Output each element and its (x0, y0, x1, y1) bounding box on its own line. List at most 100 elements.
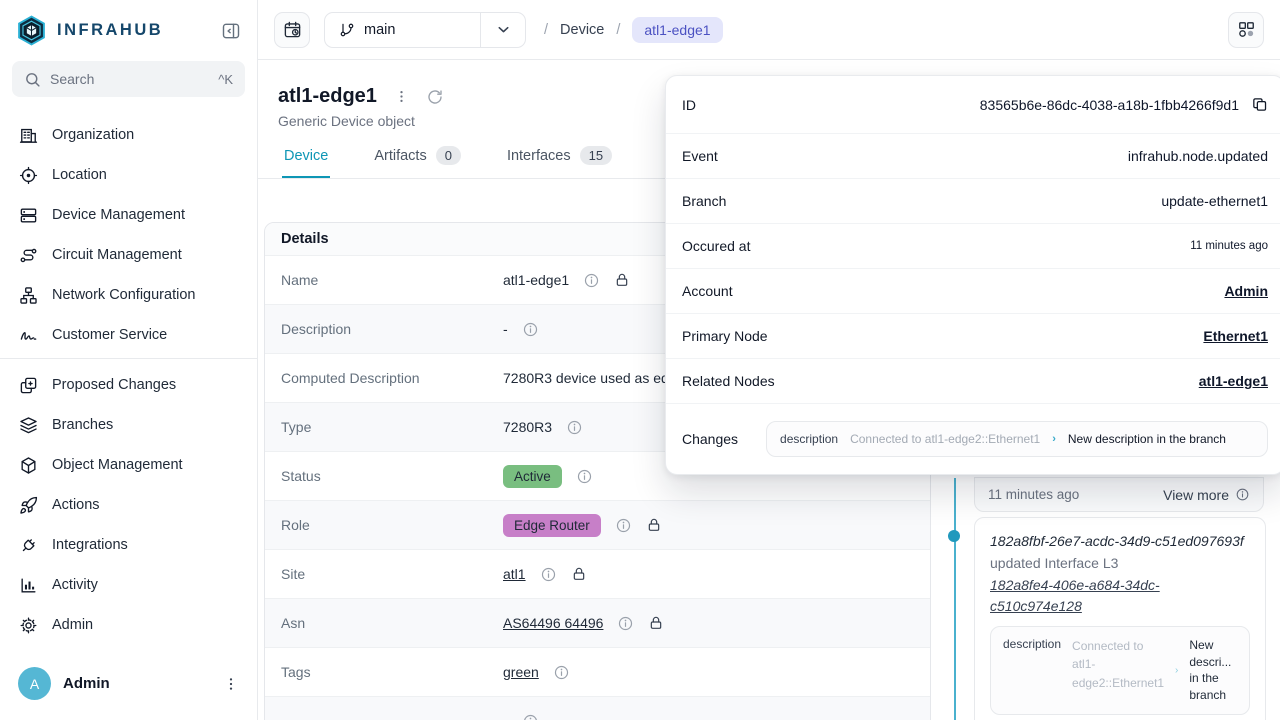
user-name: Admin (63, 675, 110, 692)
sidebar-divider (0, 358, 257, 359)
row-label: Description (281, 321, 352, 337)
row-value: 7280R3 device used as edge (503, 370, 685, 386)
chevron-right-icon: › (1175, 664, 1179, 676)
status-badge: Active (503, 464, 562, 488)
detail-row-role: Role Edge Router (265, 501, 930, 550)
sidebar-item-label: Network Configuration (52, 287, 196, 303)
sidebar-item-label: Device Management (52, 207, 185, 223)
widgets-icon (1237, 20, 1256, 39)
asn-link[interactable]: AS64496 64496 (503, 615, 604, 631)
popup-occured-value: 11 minutes ago (1190, 240, 1268, 252)
sidebar-item-label: Activity (52, 577, 98, 593)
sidebar-item-actions[interactable]: Actions (0, 485, 257, 525)
timeline-dot (948, 530, 960, 542)
sidebar-item-label: Customer Service (52, 327, 168, 343)
chevron-down-icon[interactable] (480, 12, 525, 47)
change-box: description Connected to atl1-edge2::Eth… (766, 421, 1268, 457)
sidebar-item-network-configuration[interactable]: Network Configuration (0, 275, 257, 315)
lock-icon (614, 272, 630, 288)
copy-diff-icon (19, 376, 38, 395)
user-kebab-icon[interactable] (223, 676, 239, 692)
network-icon (19, 286, 38, 305)
event-card-footer: 11 minutes ago View more (974, 477, 1264, 512)
rocket-icon (19, 496, 38, 515)
info-icon[interactable] (576, 468, 593, 485)
tab-label: Interfaces (506, 147, 571, 164)
detail-row-status: Status Active (265, 452, 930, 501)
activity-node-link[interactable]: 182a8fe4-406e-a684-34dc-c510c974e128 (990, 577, 1160, 614)
related-node-link[interactable]: atl1-edge1 (1198, 373, 1268, 389)
info-icon[interactable] (522, 713, 539, 720)
time-travel-button[interactable] (274, 11, 310, 48)
tab-interfaces[interactable]: Interfaces 15 (505, 146, 614, 178)
info-icon[interactable] (566, 419, 583, 436)
detail-row-asn: Asn AS64496 64496 (265, 599, 930, 648)
title-kebab-icon[interactable] (394, 89, 409, 104)
sidebar-item-label: Location (52, 167, 107, 183)
apps-button[interactable] (1228, 11, 1264, 48)
tab-device[interactable]: Device (282, 146, 331, 178)
row-label: Status (281, 468, 321, 484)
account-link[interactable]: Admin (1224, 283, 1268, 299)
popup-label: Event (682, 148, 718, 164)
info-icon[interactable] (617, 615, 634, 632)
route-icon (19, 246, 38, 265)
sidebar-item-activity[interactable]: Activity (0, 565, 257, 605)
tab-count-badge: 0 (435, 146, 461, 165)
git-branch-icon (339, 22, 355, 38)
change-field: description (780, 432, 839, 446)
primary-node-link[interactable]: Ethernet1 (1203, 328, 1268, 344)
bar-chart-icon (19, 576, 38, 595)
breadcrumb-current-item[interactable]: atl1-edge1 (632, 16, 723, 43)
info-icon[interactable] (615, 517, 632, 534)
info-icon[interactable] (522, 321, 539, 338)
sidebar-item-integrations[interactable]: Integrations (0, 525, 257, 565)
lock-icon (646, 517, 662, 533)
sidebar-item-branches[interactable]: Branches (0, 405, 257, 445)
user-menu[interactable]: A Admin (0, 653, 257, 720)
sidebar-item-proposed-changes[interactable]: Proposed Changes (0, 365, 257, 405)
popup-label: ID (682, 96, 696, 113)
popup-row-account: Account Admin (666, 269, 1280, 314)
sidebar-item-object-management[interactable]: Object Management (0, 445, 257, 485)
activity-node-id: 182a8fbf-26e7-acdc-34d9-c51ed097693f (990, 533, 1244, 549)
row-value: atl1-edge1 (503, 272, 570, 288)
breadcrumb-device[interactable]: Device (560, 21, 605, 38)
copy-icon[interactable] (1251, 96, 1268, 113)
search-placeholder: Search (50, 71, 95, 87)
search-input[interactable]: Search ^K (12, 61, 245, 97)
tag-link[interactable]: green (503, 664, 539, 680)
sidebar-item-label: Admin (52, 617, 94, 633)
breadcrumb-separator: / (616, 21, 621, 38)
search-icon (24, 71, 41, 88)
sidebar-collapse-icon[interactable] (221, 21, 241, 41)
locate-icon (19, 166, 38, 185)
branch-selector-value: main (325, 13, 480, 47)
refresh-icon[interactable] (426, 88, 444, 106)
sidebar-item-label: Organization (52, 127, 135, 143)
sidebar-item-circuit-management[interactable]: Circuit Management (0, 235, 257, 275)
view-more-button[interactable]: View more (1163, 487, 1250, 503)
popup-row-primary-node: Primary Node Ethernet1 (666, 314, 1280, 359)
popup-branch-value: update-ethernet1 (1161, 193, 1268, 209)
tab-count-badge: 15 (579, 146, 613, 165)
branch-selector[interactable]: main (324, 11, 526, 48)
sidebar-item-organization[interactable]: Organization (0, 115, 257, 155)
sidebar-item-location[interactable]: Location (0, 155, 257, 195)
sidebar-item-admin[interactable]: Admin (0, 605, 257, 645)
lock-icon (648, 615, 664, 631)
popup-row-related-nodes: Related Nodes atl1-edge1 (666, 359, 1280, 404)
row-value: - (503, 321, 508, 337)
sidebar-item-device-management[interactable]: Device Management (0, 195, 257, 235)
info-icon[interactable] (583, 272, 600, 289)
activity-change-box: description Connected to atl1-edge2::Eth… (990, 625, 1250, 716)
change-old-value: Connected to atl1-edge2::Ethernet1 (850, 432, 1041, 446)
tab-artifacts[interactable]: Artifacts 0 (372, 146, 463, 178)
info-icon[interactable] (540, 566, 557, 583)
popup-label: Related Nodes (682, 373, 775, 389)
site-link[interactable]: atl1 (503, 566, 526, 582)
sidebar-item-customer-service[interactable]: Customer Service (0, 315, 257, 355)
info-icon[interactable] (553, 664, 570, 681)
server-icon (19, 206, 38, 225)
